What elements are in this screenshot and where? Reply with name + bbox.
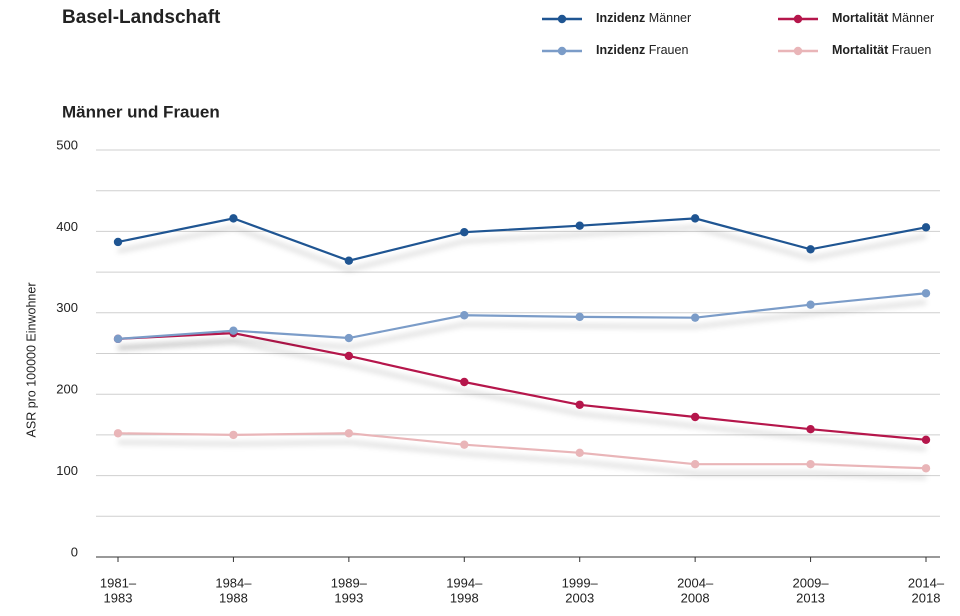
legend-marker <box>557 46 567 56</box>
x-tick-label: 2004– <box>677 575 714 590</box>
x-tick-label: 1998 <box>450 590 479 605</box>
y-tick-label: 200 <box>56 382 78 397</box>
point <box>921 435 931 444</box>
x-tick-label: 2013 <box>796 590 825 605</box>
point <box>344 351 354 361</box>
x-tick-label: 2009– <box>792 575 829 590</box>
chart-subtitle: Männer und Frauen <box>62 102 220 121</box>
legend-marker <box>793 14 803 24</box>
x-tick-label: 1989– <box>331 575 368 590</box>
point <box>460 311 469 320</box>
x-tick-label: 1993 <box>334 590 363 605</box>
point <box>690 214 700 223</box>
y-tick-label: 400 <box>56 219 78 234</box>
line <box>117 292 927 340</box>
x-tick-label: 2014– <box>908 575 945 590</box>
legend-label: Mortalität Frauen <box>832 43 931 57</box>
x-tick-label: 1994– <box>446 575 483 590</box>
legend-label: Mortalität Männer <box>832 11 934 25</box>
point <box>229 430 238 440</box>
y-tick-label: 100 <box>56 463 78 478</box>
series-group <box>113 328 931 451</box>
point <box>806 300 815 309</box>
y-tick-label: 0 <box>71 544 78 559</box>
point <box>806 245 815 254</box>
point <box>690 412 700 422</box>
y-tick-label: 500 <box>56 137 78 152</box>
legend-label: Inzidenz Männer <box>596 11 691 25</box>
legend-label: Inzidenz Frauen <box>596 43 688 57</box>
point <box>921 464 931 473</box>
x-tick-label: 1981– <box>100 575 137 590</box>
line <box>117 217 927 262</box>
point <box>690 313 700 322</box>
point <box>575 312 584 322</box>
point <box>806 460 815 469</box>
point <box>344 429 354 438</box>
x-tick-label: 1983 <box>104 590 133 605</box>
y-axis-label: ASR pro 100000 Einwohner <box>24 283 38 438</box>
series-group <box>113 214 931 272</box>
legend-marker <box>557 14 567 24</box>
x-tick-label: 1999– <box>562 575 599 590</box>
x-tick-label: 2018 <box>912 590 941 605</box>
point <box>229 214 238 223</box>
point <box>344 256 354 265</box>
series-group <box>113 429 931 479</box>
point <box>460 228 469 237</box>
point <box>229 326 238 335</box>
point <box>690 460 700 469</box>
chart-title: Basel-Landschaft <box>62 7 221 28</box>
y-tick-label: 300 <box>56 300 78 315</box>
point <box>921 289 931 298</box>
line-shadow <box>117 300 927 350</box>
legend-marker <box>793 46 803 56</box>
point <box>575 448 584 458</box>
line-shadow <box>117 225 927 272</box>
point <box>113 237 123 247</box>
point <box>344 333 354 343</box>
x-tick-label: 2003 <box>565 590 594 605</box>
series-group <box>113 289 931 350</box>
point <box>575 400 584 409</box>
point <box>806 425 815 434</box>
point <box>575 221 584 230</box>
point <box>460 377 469 387</box>
x-tick-label: 1984– <box>215 575 252 590</box>
line <box>117 332 927 441</box>
point <box>113 334 123 344</box>
x-tick-label: 1988 <box>219 590 248 605</box>
point <box>113 429 123 438</box>
line <box>117 432 927 470</box>
point <box>460 440 469 449</box>
line-shadow <box>117 340 927 451</box>
point <box>921 223 931 232</box>
line-shadow <box>117 440 927 479</box>
x-tick-label: 2008 <box>681 590 710 605</box>
